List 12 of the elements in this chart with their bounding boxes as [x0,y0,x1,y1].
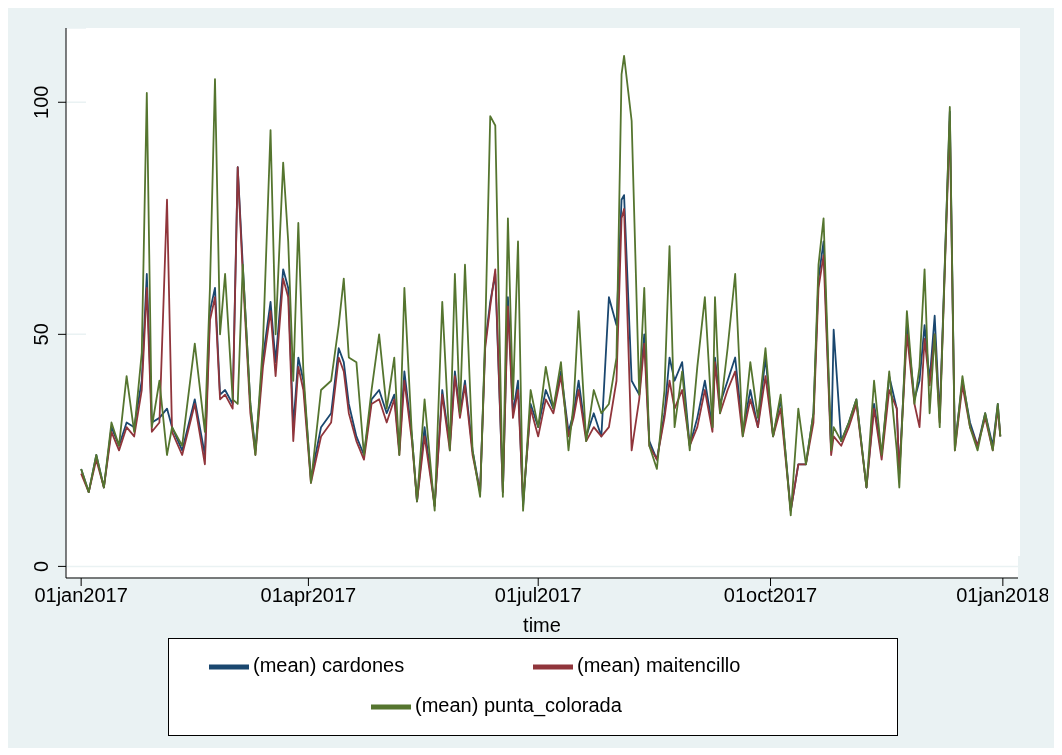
x-tick-label: 01jan2018 [956,584,1050,607]
x-tick-label: 01oct2017 [723,584,818,607]
legend-label: (mean) punta_colorada [415,694,623,718]
y-tick-label: 0 [30,560,52,572]
y-tick-label: 100 [30,85,52,119]
x-tick-label: 01jan2017 [34,584,128,607]
legend-label: (mean) maitencillo [577,654,742,678]
x-tick-label: 01apr2017 [260,584,357,607]
legend-label: (mean) cardones [253,654,406,678]
x-axis-title: time [523,614,561,636]
y-tick-label: 50 [30,323,52,346]
x-tick-label: 01jul2017 [494,584,582,607]
